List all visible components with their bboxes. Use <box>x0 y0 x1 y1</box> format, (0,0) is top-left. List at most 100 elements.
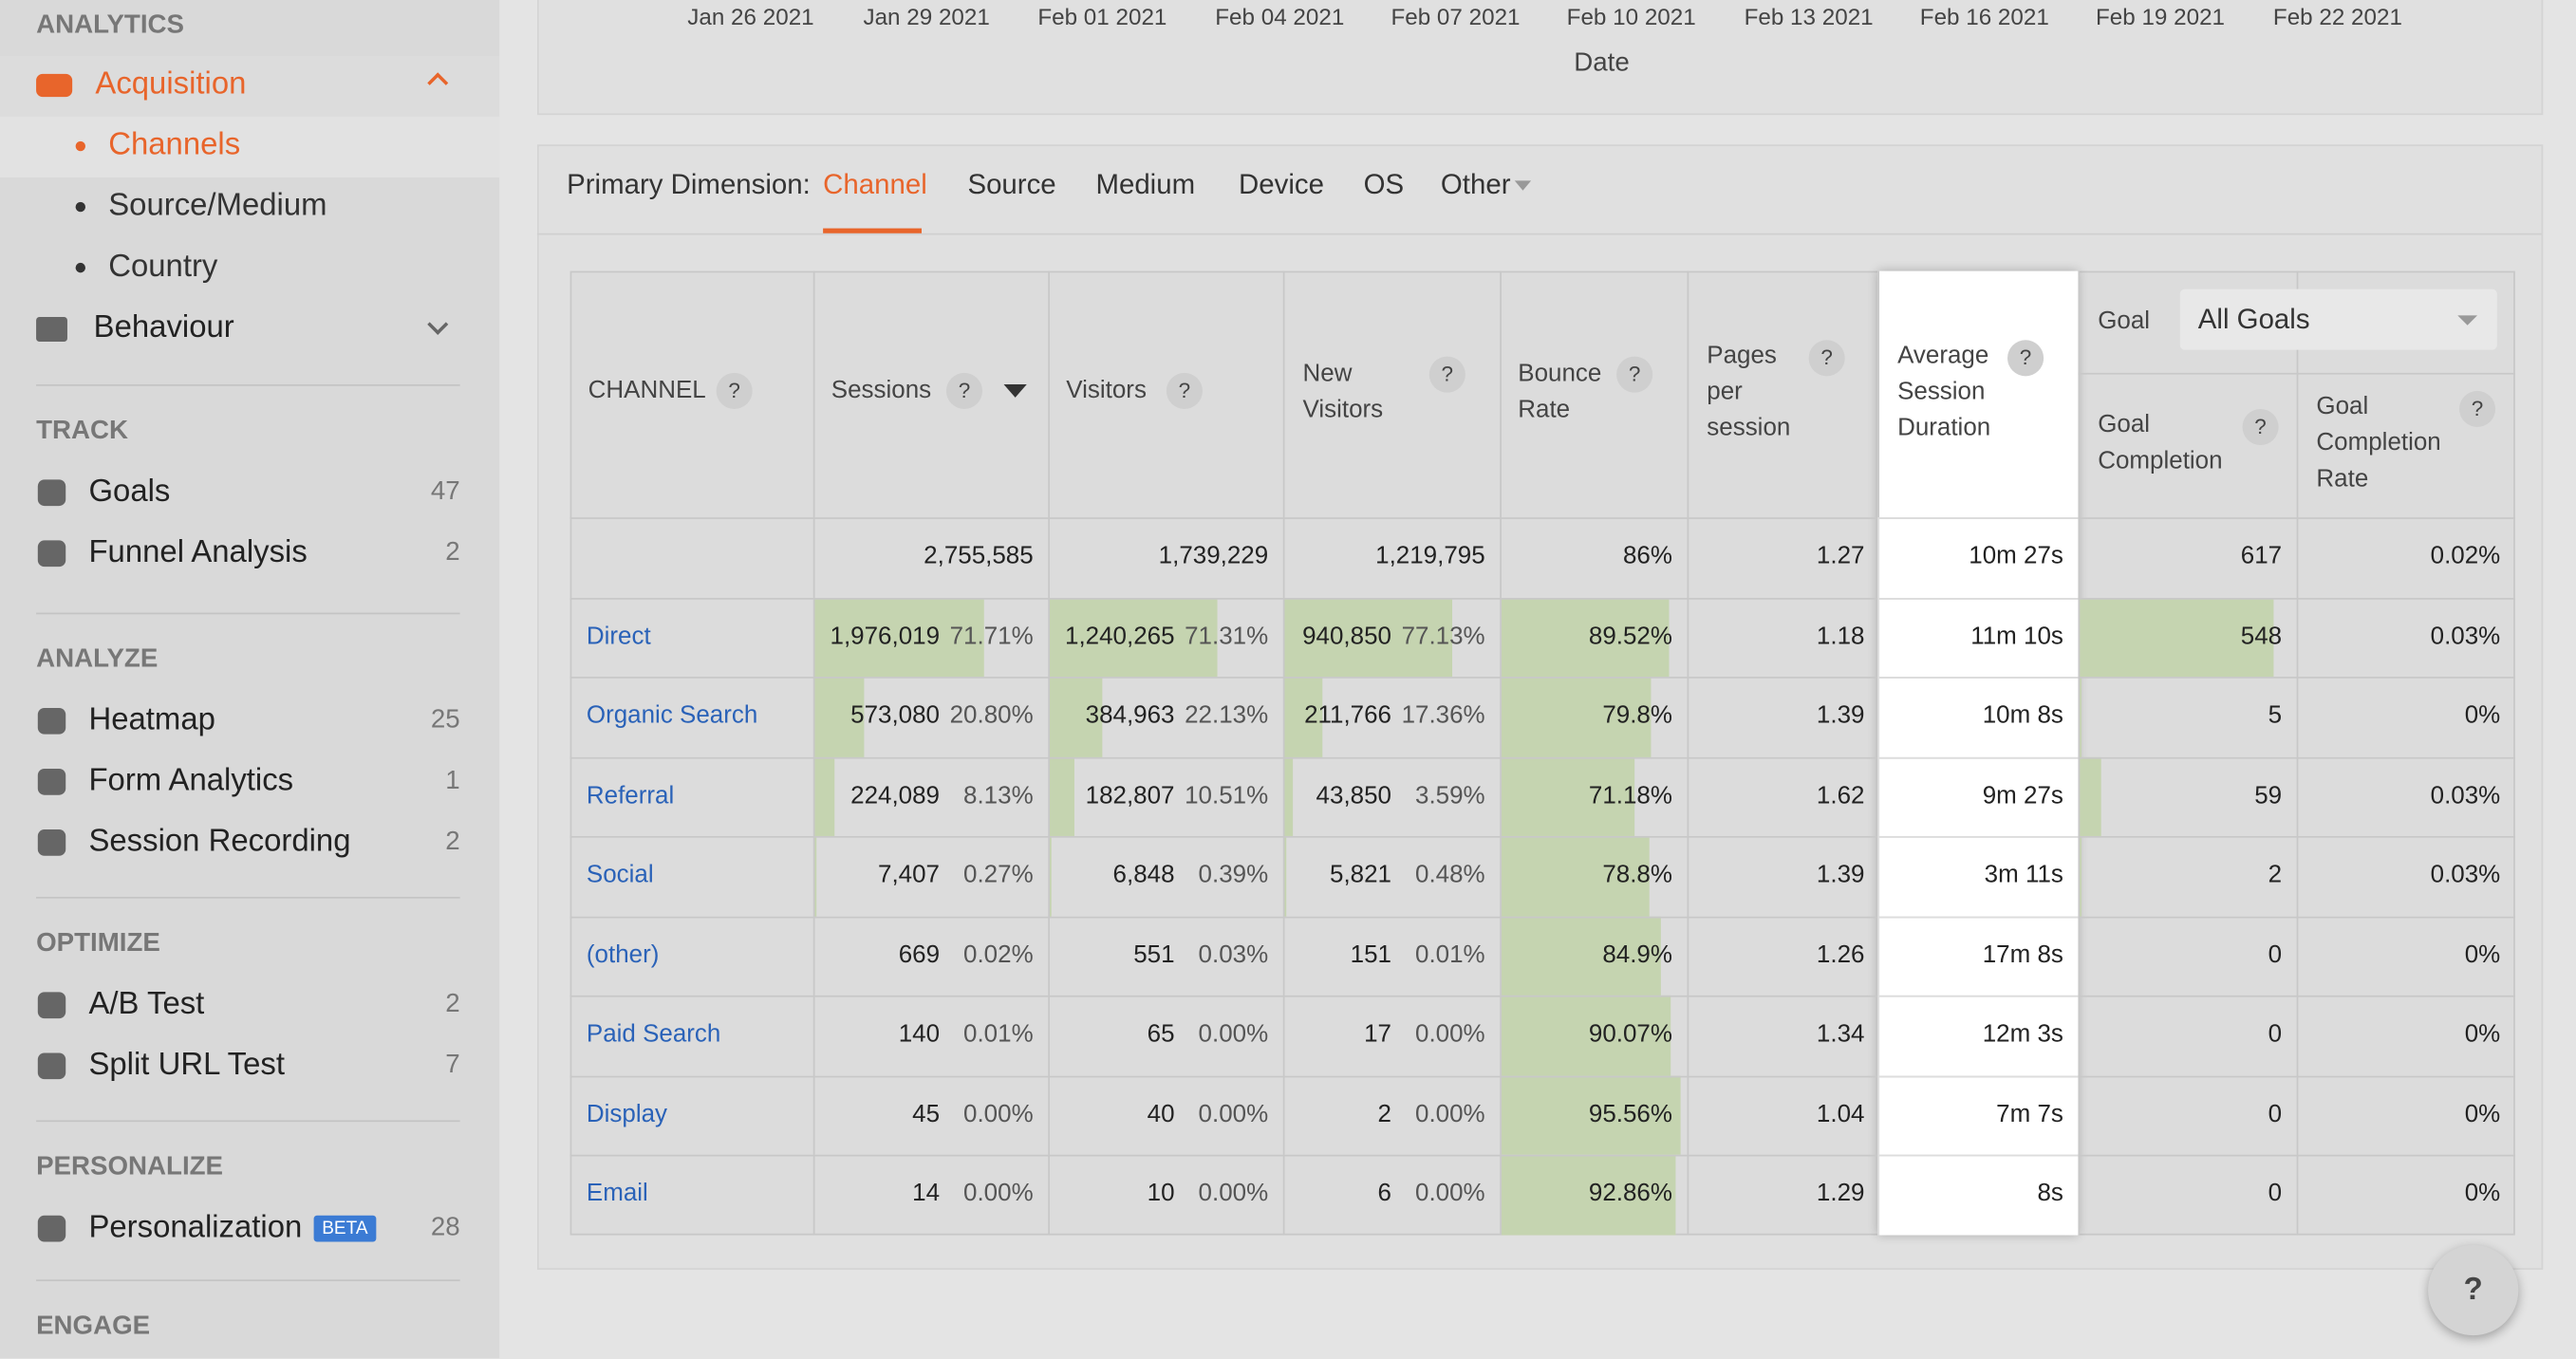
tab[interactable]: Channel <box>823 169 927 201</box>
nav-count: 2 <box>445 538 460 568</box>
cell: 1.18 <box>1816 622 1865 650</box>
total-cell: 10m 27s <box>1969 542 2063 570</box>
help-icon[interactable]: ? <box>1808 340 1845 377</box>
nav-subitem[interactable]: Source/Medium <box>108 189 327 224</box>
channel-link[interactable]: (other) <box>586 940 660 969</box>
help-icon[interactable]: ? <box>945 372 983 409</box>
grid-line <box>569 677 2515 679</box>
cell: 0 <box>2268 1019 2283 1049</box>
tab[interactable]: Other <box>1440 169 1511 201</box>
data-bar <box>1284 597 1452 678</box>
total-cell: 2,755,585 <box>924 542 1034 570</box>
cell: 0.01% <box>1415 940 1485 969</box>
tab[interactable]: OS <box>1363 169 1405 201</box>
cell: 0.00% <box>1198 1019 1269 1049</box>
nav-item[interactable]: Personalization <box>88 1210 303 1245</box>
cell: 3m 11s <box>1984 860 2063 889</box>
x-tick-label: Feb 07 2021 <box>1391 3 1521 30</box>
cell: 0 <box>2268 1099 2283 1128</box>
channel-link[interactable]: Referral <box>586 780 675 810</box>
help-icon[interactable]: ? <box>1616 356 1653 393</box>
nav-subitem[interactable]: Channels <box>108 128 241 163</box>
nav-item[interactable]: Form Analytics <box>88 763 294 799</box>
cell: 43,850 <box>1316 780 1391 810</box>
tab[interactable]: Device <box>1239 169 1324 201</box>
data-bar <box>1049 597 1218 678</box>
icon <box>36 73 73 98</box>
cell: 79.8% <box>1602 701 1672 730</box>
data-bar <box>1049 677 1102 757</box>
x-tick-label: Jan 26 2021 <box>687 3 814 30</box>
help-icon[interactable]: ? <box>2242 408 2279 446</box>
data-bar <box>2080 756 2101 836</box>
x-tick-label: Feb 04 2021 <box>1215 3 1345 30</box>
cell: 0 <box>2268 1179 2283 1208</box>
cell: 2 <box>1377 1099 1391 1128</box>
nav-item[interactable]: Goals <box>88 475 171 510</box>
section-heading: ANALYZE <box>36 645 159 674</box>
divider <box>536 233 2542 235</box>
grid-line <box>1877 677 2079 679</box>
grid-line <box>1877 1074 2079 1077</box>
data-bar <box>1049 835 1051 916</box>
grid-line <box>569 835 2515 838</box>
divider <box>36 384 460 386</box>
channel-link[interactable]: Email <box>586 1179 648 1208</box>
column-header: Pages per session <box>1707 342 1791 442</box>
nav-item[interactable]: Acquisition <box>95 66 247 102</box>
nav-item[interactable]: Heatmap <box>88 702 215 738</box>
tab[interactable]: Medium <box>1095 169 1196 201</box>
cell: 1.04 <box>1816 1099 1865 1128</box>
cell: 10m 8s <box>1982 701 2063 730</box>
grid-line <box>1877 1154 2079 1157</box>
data-bar <box>1284 835 1286 916</box>
grid-line <box>569 597 2515 599</box>
help-icon[interactable]: ? <box>2007 340 2044 377</box>
help-icon[interactable]: ? <box>1166 372 1203 409</box>
tab[interactable]: Source <box>967 169 1056 201</box>
help-button[interactable]: ? <box>2428 1244 2519 1336</box>
grid-line <box>569 756 2515 758</box>
channel-link[interactable]: Social <box>586 860 654 889</box>
cell: 8.13% <box>963 780 1034 810</box>
channel-link[interactable]: Organic Search <box>586 701 758 730</box>
cell: 0.00% <box>1415 1179 1485 1208</box>
nav-item[interactable]: A/B Test <box>88 987 205 1022</box>
cell: 211,766 <box>1304 701 1391 730</box>
cell: 95.56% <box>1588 1099 1672 1128</box>
goal-select[interactable] <box>2179 289 2497 350</box>
total-cell: 1,219,795 <box>1375 542 1485 570</box>
cell: 89.52% <box>1588 622 1672 650</box>
help-icon[interactable]: ? <box>716 372 753 409</box>
channel-link[interactable]: Display <box>586 1099 668 1128</box>
goal-select-text[interactable]: All Goals <box>2197 304 2310 336</box>
cell: 10 <box>1147 1179 1175 1208</box>
cell: 17m 8s <box>1982 940 2063 969</box>
help-icon[interactable]: ? <box>1428 356 1465 393</box>
channel-link[interactable]: Paid Search <box>586 1019 721 1049</box>
cell: 45 <box>912 1099 941 1128</box>
icon <box>37 1052 66 1080</box>
help-icon[interactable]: ? <box>2459 390 2496 428</box>
x-tick-label: Feb 16 2021 <box>1919 3 2049 30</box>
cell: 1,240,265 <box>1065 622 1175 650</box>
cell: 151 <box>1350 940 1391 969</box>
cell: 59 <box>2254 780 2283 810</box>
cell: 0.03% <box>2430 622 2501 650</box>
cell: 182,807 <box>1085 780 1175 810</box>
channel-link[interactable]: Direct <box>586 622 651 650</box>
nav-subitem[interactable]: Country <box>108 250 218 285</box>
bullet <box>75 262 86 273</box>
nav-item[interactable]: Behaviour <box>93 310 234 345</box>
cell: 940,850 <box>1302 622 1391 650</box>
nav-item[interactable]: Funnel Analysis <box>88 535 308 570</box>
cell: 548 <box>2240 622 2283 650</box>
cell: 0.03% <box>2430 860 2501 889</box>
nav-item[interactable]: Split URL Test <box>88 1048 285 1083</box>
dropdown-arrow <box>2457 315 2478 326</box>
chart-card <box>536 0 2544 116</box>
nav-item[interactable]: Session Recording <box>88 824 351 860</box>
cell: 84.9% <box>1602 940 1672 969</box>
cell: 71.31% <box>1185 622 1269 650</box>
